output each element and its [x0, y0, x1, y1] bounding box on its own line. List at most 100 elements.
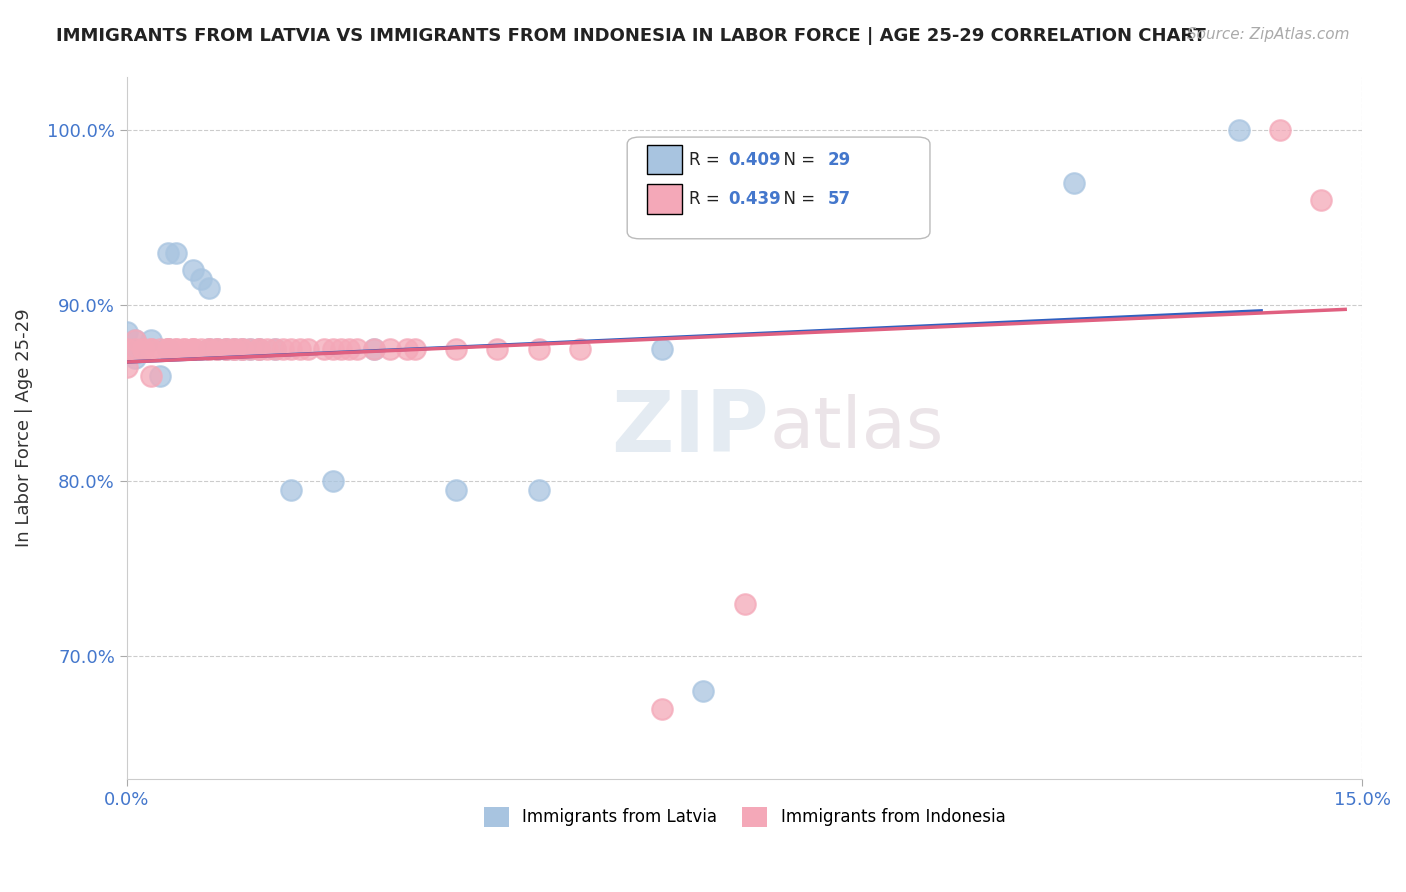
Text: 0.439: 0.439 — [728, 190, 782, 208]
Point — [156, 343, 179, 357]
Point — [149, 343, 172, 357]
Point — [124, 334, 146, 348]
Point — [141, 343, 163, 357]
Point — [132, 343, 155, 357]
Point — [207, 343, 229, 357]
Point — [380, 343, 402, 357]
Point — [247, 343, 270, 357]
Point — [156, 343, 179, 357]
Point — [156, 343, 179, 357]
Point — [181, 343, 204, 357]
Point — [198, 343, 221, 357]
Point — [527, 343, 550, 357]
Text: IMMIGRANTS FROM LATVIA VS IMMIGRANTS FROM INDONESIA IN LABOR FORCE | AGE 25-29 C: IMMIGRANTS FROM LATVIA VS IMMIGRANTS FRO… — [56, 27, 1206, 45]
Point — [198, 281, 221, 295]
Point — [692, 684, 714, 698]
Point — [651, 343, 673, 357]
Point — [124, 334, 146, 348]
Point — [734, 597, 756, 611]
Point — [222, 343, 245, 357]
Point — [214, 343, 236, 357]
Point — [363, 343, 385, 357]
Point — [173, 343, 195, 357]
Point — [156, 343, 179, 357]
Text: 29: 29 — [827, 151, 851, 169]
FancyBboxPatch shape — [647, 184, 682, 213]
Point — [256, 343, 278, 357]
Point — [297, 343, 319, 357]
Point — [149, 368, 172, 383]
Point — [124, 351, 146, 365]
FancyBboxPatch shape — [647, 145, 682, 174]
Point — [132, 343, 155, 357]
Text: 0.409: 0.409 — [728, 151, 782, 169]
Point — [222, 343, 245, 357]
Point — [231, 343, 253, 357]
Point — [222, 343, 245, 357]
Point — [280, 343, 302, 357]
Point — [173, 343, 195, 357]
Point — [198, 343, 221, 357]
Point — [363, 343, 385, 357]
Point — [568, 343, 591, 357]
Text: N =: N = — [773, 190, 820, 208]
Point — [165, 245, 187, 260]
Text: 57: 57 — [827, 190, 851, 208]
Point — [486, 343, 509, 357]
Point — [322, 474, 344, 488]
FancyBboxPatch shape — [627, 137, 929, 239]
Point — [231, 343, 253, 357]
Point — [181, 343, 204, 357]
Point — [288, 343, 311, 357]
Text: N =: N = — [773, 151, 820, 169]
Text: R =: R = — [689, 151, 725, 169]
Point — [231, 343, 253, 357]
Text: R =: R = — [689, 190, 725, 208]
Point — [181, 343, 204, 357]
Point — [115, 325, 138, 339]
Text: Source: ZipAtlas.com: Source: ZipAtlas.com — [1187, 27, 1350, 42]
Point — [247, 343, 270, 357]
Point — [214, 343, 236, 357]
Point — [141, 368, 163, 383]
Point — [322, 343, 344, 357]
Point — [264, 343, 287, 357]
Point — [207, 343, 229, 357]
Point — [329, 343, 352, 357]
Point — [271, 343, 294, 357]
Point — [207, 343, 229, 357]
Point — [115, 343, 138, 357]
Point — [1063, 176, 1085, 190]
Text: ZIP: ZIP — [612, 386, 769, 470]
Point — [1268, 123, 1291, 137]
Point — [404, 343, 426, 357]
Point — [337, 343, 360, 357]
Point — [239, 343, 262, 357]
Point — [198, 343, 221, 357]
Point — [444, 483, 467, 497]
Point — [156, 245, 179, 260]
Point — [190, 343, 212, 357]
Point — [314, 343, 336, 357]
Point — [527, 483, 550, 497]
Point — [115, 359, 138, 374]
Legend: Immigrants from Latvia, Immigrants from Indonesia: Immigrants from Latvia, Immigrants from … — [477, 800, 1012, 834]
Point — [444, 343, 467, 357]
Point — [247, 343, 270, 357]
Point — [214, 343, 236, 357]
Point — [280, 483, 302, 497]
Point — [651, 702, 673, 716]
Point — [115, 343, 138, 357]
Point — [141, 343, 163, 357]
Point — [165, 343, 187, 357]
Point — [165, 343, 187, 357]
Point — [346, 343, 368, 357]
Point — [190, 272, 212, 286]
Y-axis label: In Labor Force | Age 25-29: In Labor Force | Age 25-29 — [15, 309, 32, 548]
Point — [239, 343, 262, 357]
Point — [395, 343, 418, 357]
Point — [1310, 193, 1333, 207]
Point — [1227, 123, 1250, 137]
Point — [124, 343, 146, 357]
Point — [264, 343, 287, 357]
